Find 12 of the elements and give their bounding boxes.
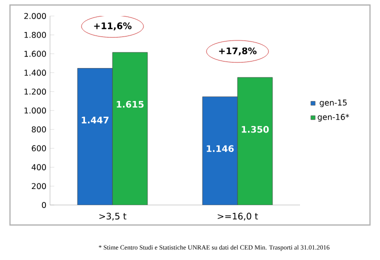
data-label: 1.615 [116,100,144,108]
bar [237,77,273,205]
data-label: 1.447 [82,116,108,124]
bar [202,96,238,205]
annotation: +17,8% [219,47,257,56]
data-label: 1.146 [206,145,234,152]
bar [112,52,148,205]
bar [77,68,113,205]
x-tick-label: >=16,0 t [218,212,258,220]
data-label: 1.350 [242,126,269,133]
x-tick-label: >3,5 t [99,212,126,220]
annotation: +11,6% [94,22,132,30]
